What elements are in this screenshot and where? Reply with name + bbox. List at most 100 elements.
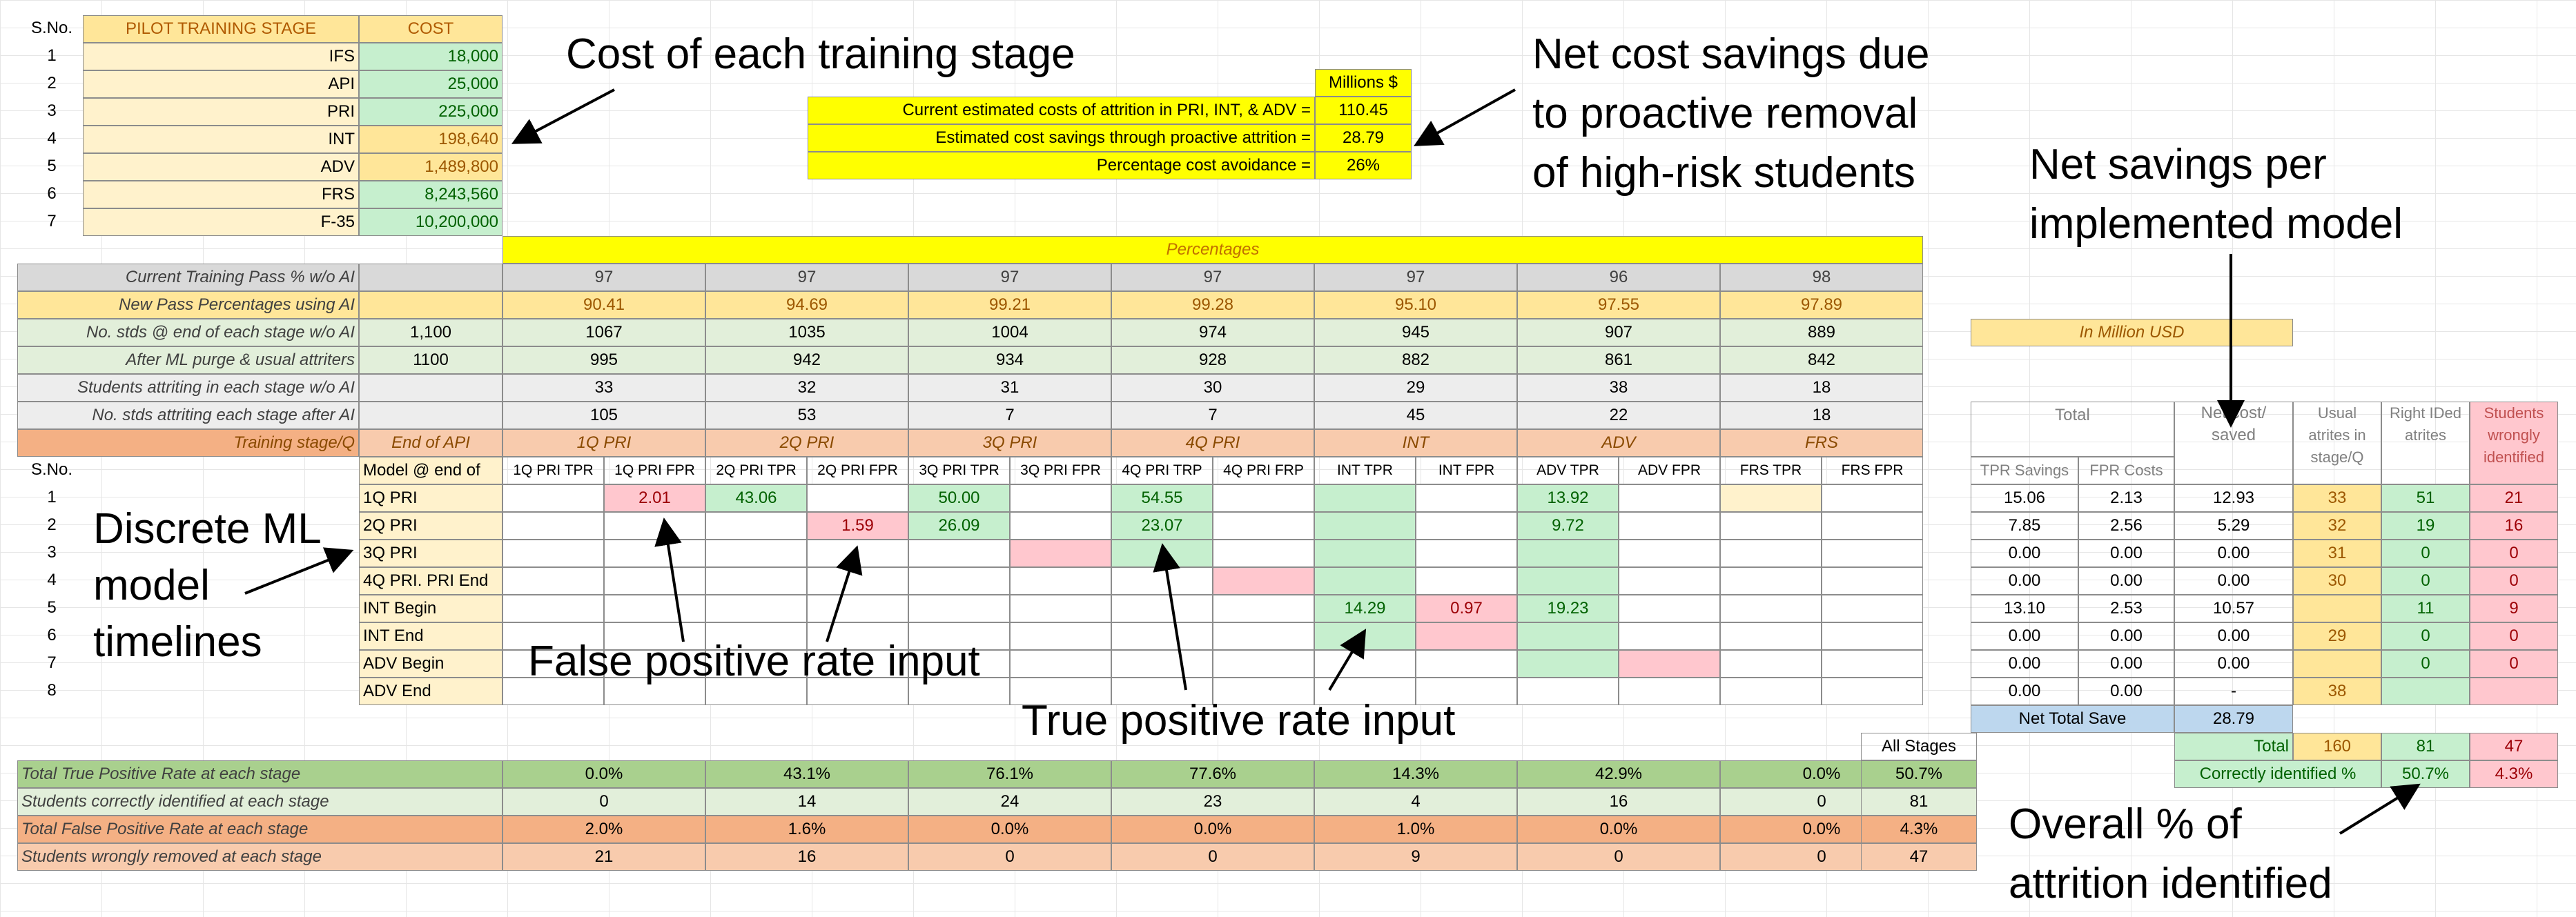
savings-value[interactable]: 110.45 (1315, 97, 1412, 124)
empty-input[interactable] (502, 512, 604, 540)
fpr-costs[interactable]: 0.00 (2078, 650, 2174, 678)
tpr-savings-header[interactable]: TPR Savings (1971, 457, 2078, 484)
model-header[interactable]: Model @ end of (359, 457, 502, 484)
total-cell[interactable]: 77.6% (1111, 760, 1314, 788)
total-cell[interactable]: 24 (908, 788, 1111, 816)
fpr-costs[interactable]: 0.00 (2078, 540, 2174, 567)
empty-input[interactable] (1111, 595, 1213, 622)
rate-input[interactable]: 54.55 (1111, 484, 1213, 512)
net-saved[interactable]: 10.57 (2174, 595, 2293, 622)
rate-input[interactable]: 9.72 (1517, 512, 1619, 540)
pct-cell[interactable]: 29 (1314, 374, 1517, 402)
usual-atrites-header[interactable]: Usual atrites in stage/Q (2293, 402, 2381, 484)
row-extra[interactable] (359, 374, 502, 402)
rate-input[interactable]: 26.09 (908, 512, 1010, 540)
empty-input[interactable] (1416, 512, 1517, 540)
net-saved[interactable]: 0.00 (2174, 567, 2293, 595)
empty-input[interactable] (1619, 650, 1720, 678)
all-stages-cell[interactable]: 81 (1861, 788, 1977, 816)
usual-atrites[interactable]: 33 (2293, 484, 2381, 512)
empty-input[interactable] (807, 540, 908, 567)
usual-atrites[interactable]: 29 (2293, 622, 2381, 650)
pct-cell[interactable]: 842 (1720, 346, 1923, 374)
tpr-savings[interactable]: 0.00 (1971, 622, 2078, 650)
pct-cell[interactable]: 942 (705, 346, 908, 374)
empty-input[interactable] (604, 622, 705, 650)
savings-value[interactable]: 28.79 (1315, 124, 1412, 152)
cost-cell[interactable]: 25,000 (359, 70, 502, 98)
empty-input[interactable] (1720, 540, 1822, 567)
total-cell[interactable]: 16 (1517, 788, 1720, 816)
empty-input[interactable] (1517, 678, 1619, 705)
all-stages-cell[interactable]: 47 (1861, 843, 1977, 871)
empty-input[interactable] (604, 650, 705, 678)
sno-cell[interactable]: 8 (47, 681, 57, 700)
total-cell[interactable]: 0.0% (1517, 816, 1720, 843)
pct-cell[interactable]: 32 (705, 374, 908, 402)
empty-input[interactable] (1314, 650, 1416, 678)
stage-cell[interactable]: PRI (83, 98, 359, 126)
empty-input[interactable] (807, 595, 908, 622)
total-cell[interactable]: 0 (908, 843, 1111, 871)
pct-cell[interactable]: 1067 (502, 319, 705, 346)
tpr-savings[interactable]: 15.06 (1971, 484, 2078, 512)
empty-input[interactable] (1720, 567, 1822, 595)
empty-input[interactable] (1416, 650, 1517, 678)
pct-cell[interactable]: 889 (1720, 319, 1923, 346)
wrongly-identified[interactable]: 16 (2470, 512, 2558, 540)
total-wrong[interactable]: 47 (2470, 733, 2558, 760)
empty-input[interactable] (604, 567, 705, 595)
empty-input[interactable] (502, 540, 604, 567)
fpr-costs[interactable]: 0.00 (2078, 567, 2174, 595)
empty-input[interactable] (1720, 678, 1822, 705)
total-cell[interactable]: 2.0% (502, 816, 705, 843)
metric-col-header[interactable]: ADV FPR (1619, 457, 1720, 484)
tpr-savings[interactable]: 0.00 (1971, 650, 2078, 678)
sno-cell[interactable]: 7 (47, 212, 57, 230)
sno-cell[interactable]: 6 (47, 626, 57, 644)
model-name[interactable]: ADV Begin (359, 650, 502, 678)
metric-col-header[interactable]: 3Q PRI TPR (908, 457, 1010, 484)
rate-input[interactable]: 23.07 (1111, 512, 1213, 540)
total-cell[interactable]: 1.0% (1314, 816, 1517, 843)
stage-col-header[interactable]: 1Q PRI (502, 429, 705, 457)
sno-header[interactable]: S.No. (30, 460, 73, 479)
rate-input[interactable]: 50.00 (908, 484, 1010, 512)
model-name[interactable]: 3Q PRI (359, 540, 502, 567)
sno-cell[interactable]: 6 (47, 184, 57, 203)
pct-cell[interactable]: 97 (908, 264, 1111, 291)
usual-atrites[interactable]: 31 (2293, 540, 2381, 567)
total-cell[interactable]: 16 (705, 843, 908, 871)
empty-input[interactable] (908, 622, 1010, 650)
wrongly-identified[interactable]: 0 (2470, 567, 2558, 595)
empty-input[interactable] (1619, 622, 1720, 650)
tpr-savings[interactable]: 0.00 (1971, 678, 2078, 705)
empty-input[interactable] (705, 650, 807, 678)
training-stage-label[interactable]: Training stage/Q (17, 429, 359, 457)
row-extra[interactable]: 1,100 (359, 319, 502, 346)
tpr-savings[interactable]: 13.10 (1971, 595, 2078, 622)
total-cell[interactable]: 21 (502, 843, 705, 871)
savings-label[interactable]: Percentage cost avoidance = (808, 152, 1315, 179)
empty-input[interactable] (1822, 650, 1923, 678)
model-name[interactable]: INT Begin (359, 595, 502, 622)
metric-col-header[interactable]: 3Q PRI FPR (1010, 457, 1111, 484)
rate-input[interactable]: 0.97 (1416, 595, 1517, 622)
row-extra[interactable] (359, 291, 502, 319)
metric-col-header[interactable]: FRS TPR (1720, 457, 1822, 484)
savings-value[interactable]: 26% (1315, 152, 1412, 179)
total-cell[interactable]: 4 (1314, 788, 1517, 816)
sno-cell[interactable]: 5 (47, 157, 57, 175)
pct-cell[interactable]: 90.41 (502, 291, 705, 319)
total-cell[interactable]: 0.0% (1111, 816, 1314, 843)
wrongly-identified[interactable]: 0 (2470, 650, 2558, 678)
total-cell[interactable]: 23 (1111, 788, 1314, 816)
empty-input[interactable] (1619, 484, 1720, 512)
end-of-api[interactable]: End of API (359, 429, 502, 457)
empty-input[interactable] (1010, 484, 1111, 512)
empty-input[interactable] (1213, 650, 1314, 678)
total-cell[interactable]: 0.0% (502, 760, 705, 788)
right-ided[interactable]: 51 (2381, 484, 2470, 512)
net-total-label[interactable]: Net Total Save (1971, 705, 2174, 733)
total-cell[interactable]: 0 (1517, 843, 1720, 871)
